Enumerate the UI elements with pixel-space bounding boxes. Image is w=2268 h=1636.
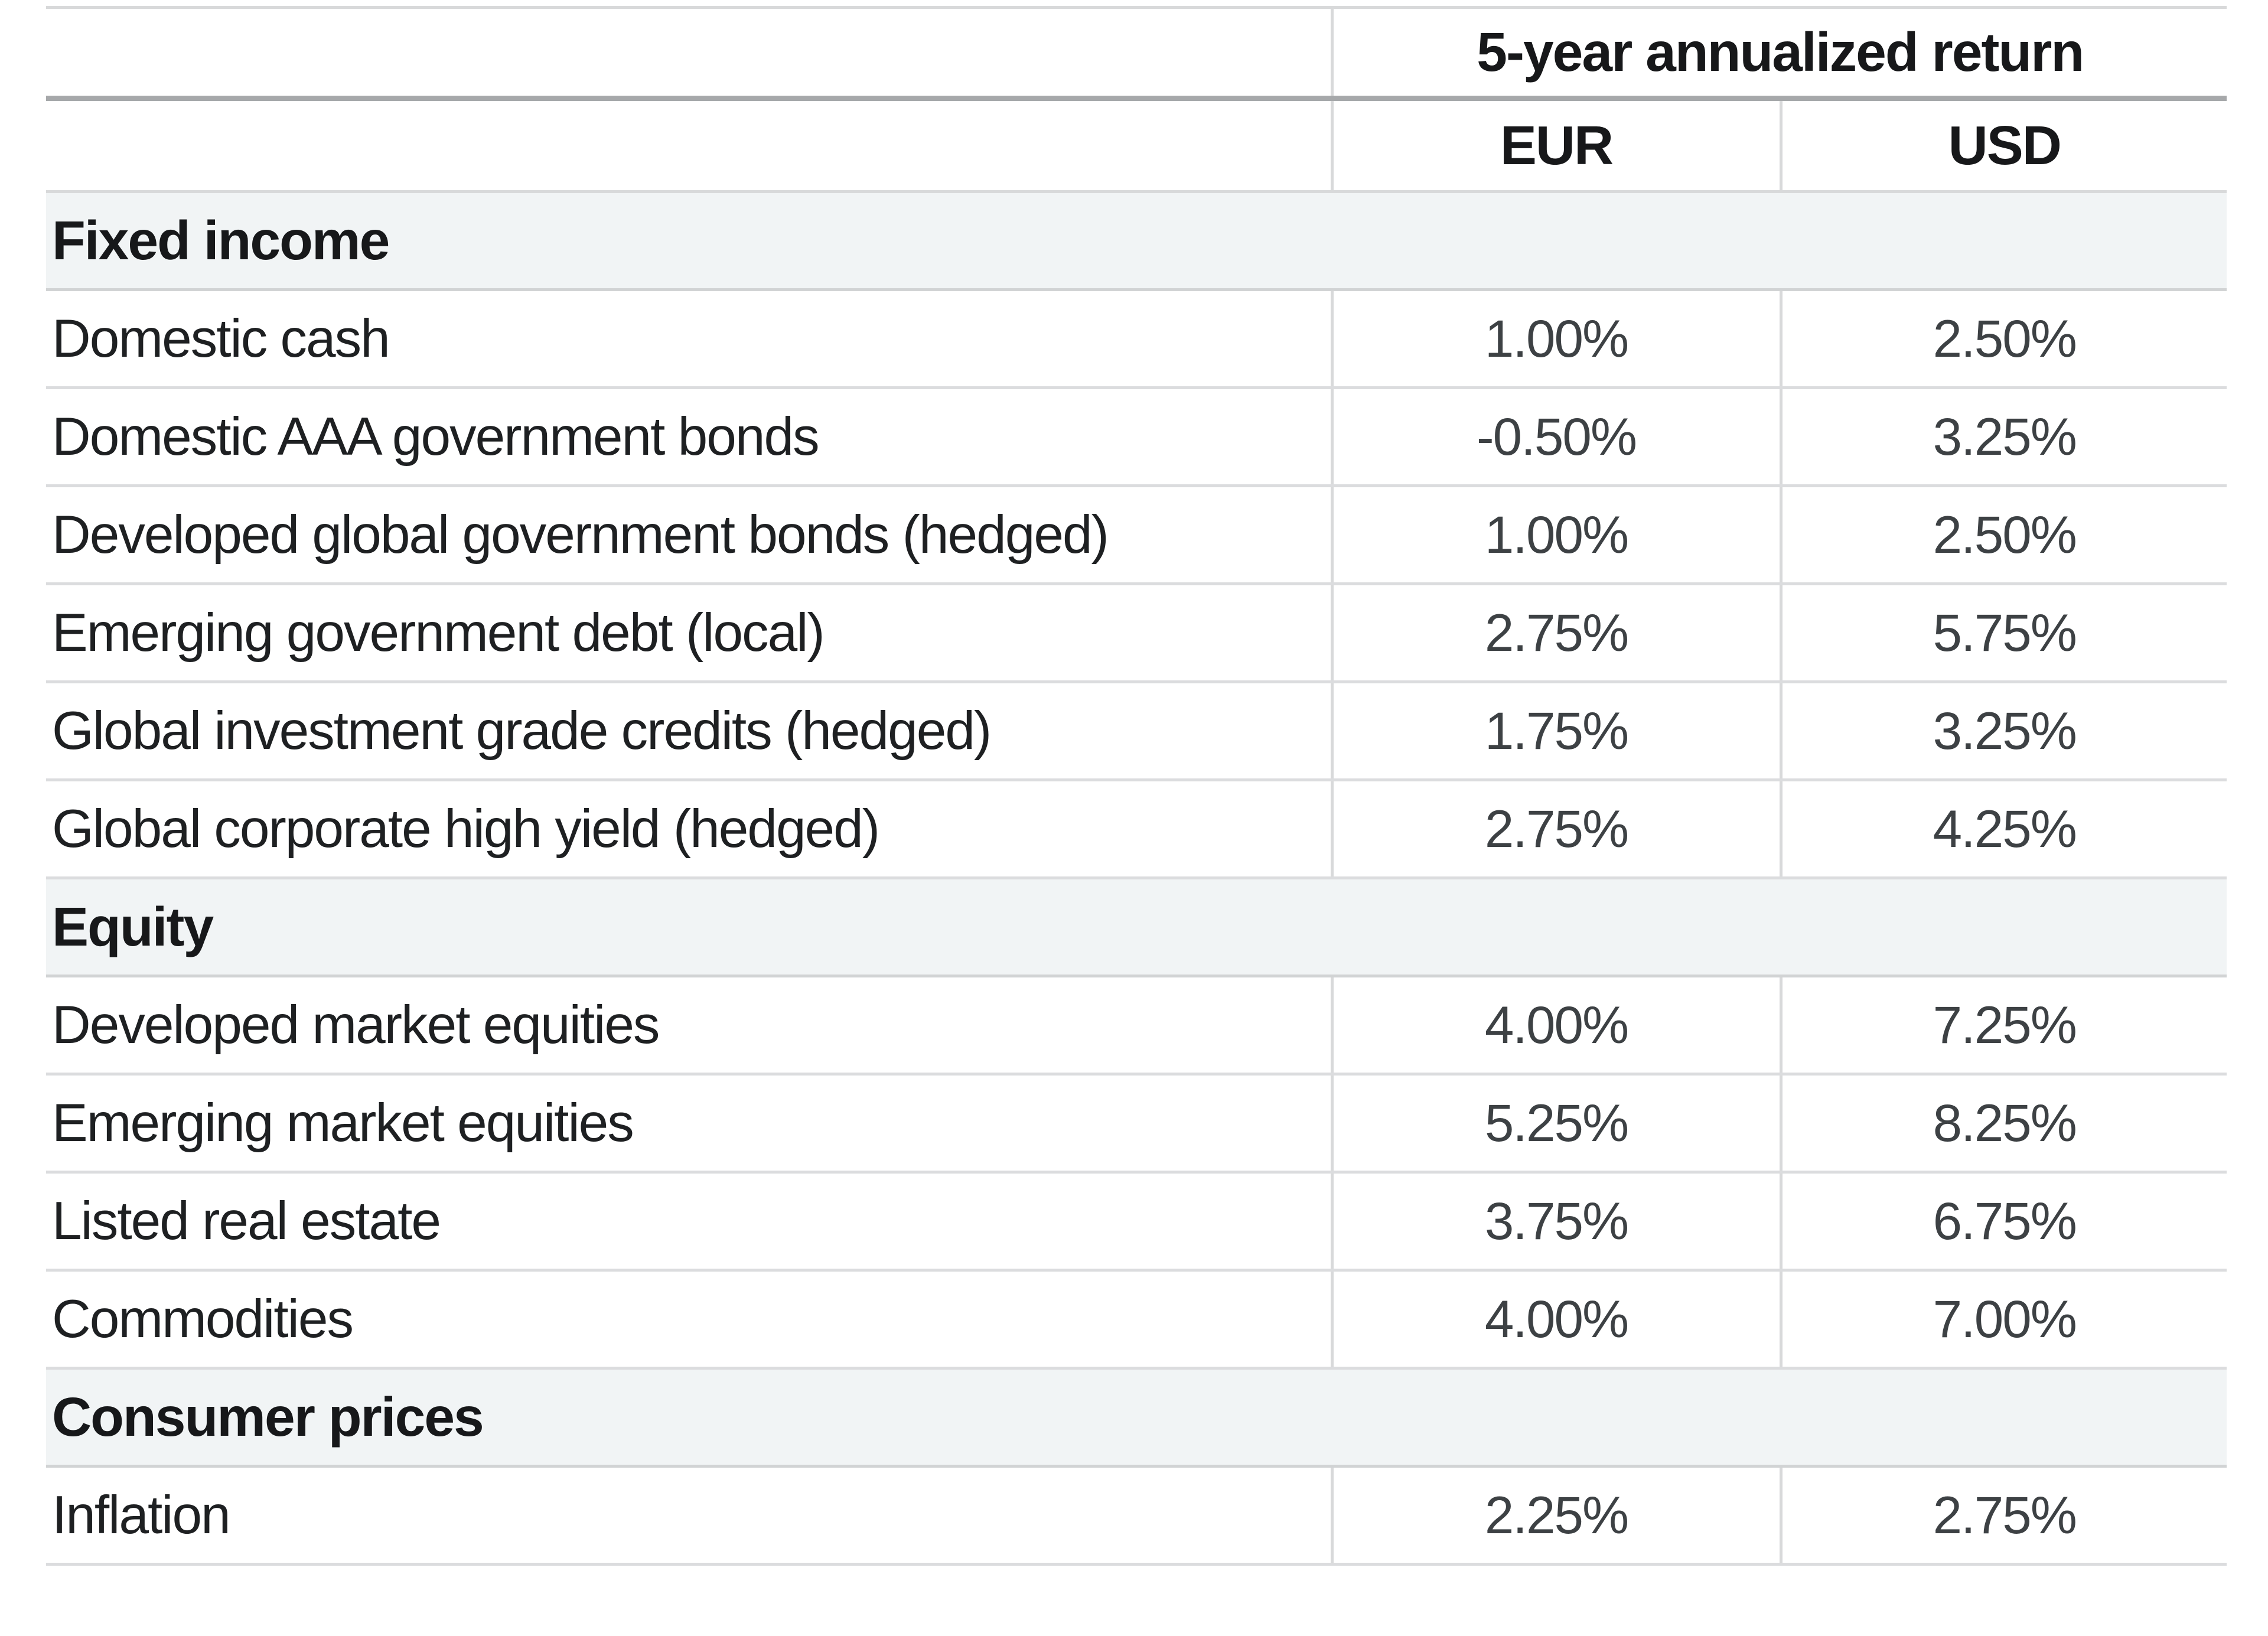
eur-value-cell: 1.00% <box>1330 289 1781 389</box>
title-row-empty-cell <box>46 6 1332 101</box>
row-label: Emerging government debt (local) <box>46 584 1332 683</box>
table-row: Emerging market equities 5.25% 8.25% <box>46 1074 2227 1174</box>
section-header-row-fixed-income: Fixed income <box>46 190 2227 291</box>
table-row: Developed market equities 4.00% 7.25% <box>46 976 2227 1076</box>
usd-value-cell: 2.50% <box>1779 289 2227 389</box>
usd-value-cell: 2.75% <box>1779 1466 2227 1566</box>
eur-value-cell: -0.50% <box>1330 387 1781 487</box>
five-year-returns-table: 5-year annualized return EUR USD Fixed i… <box>46 6 2227 1566</box>
column-header-eur: EUR <box>1330 98 1781 193</box>
column-header-empty-cell <box>46 98 1332 193</box>
column-header-usd: USD <box>1779 98 2227 193</box>
eur-value-cell: 4.00% <box>1330 976 1781 1076</box>
column-header-row: EUR USD <box>46 98 2227 193</box>
table-row: Inflation 2.25% 2.75% <box>46 1466 2227 1566</box>
row-label: Domestic AAA government bonds <box>46 387 1332 487</box>
table-row: Global investment grade credits (hedged)… <box>46 682 2227 781</box>
table-row: Global corporate high yield (hedged) 2.7… <box>46 780 2227 879</box>
usd-value-cell: 6.75% <box>1779 1172 2227 1272</box>
usd-value-cell: 7.25% <box>1779 976 2227 1076</box>
usd-value-cell: 4.25% <box>1779 780 2227 879</box>
section-header-label: Consumer prices <box>46 1367 2227 1468</box>
section-header-label: Equity <box>46 876 2227 977</box>
eur-value-cell: 1.75% <box>1330 682 1781 781</box>
usd-value-cell: 2.50% <box>1779 485 2227 585</box>
eur-value-cell: 1.00% <box>1330 485 1781 585</box>
usd-value-cell: 7.00% <box>1779 1270 2227 1370</box>
table-row: Domestic AAA government bonds -0.50% 3.2… <box>46 387 2227 487</box>
section-header-row-equity: Equity <box>46 876 2227 977</box>
table-row: Developed global government bonds (hedge… <box>46 485 2227 585</box>
table-title: 5-year annualized return <box>1330 6 2227 101</box>
table-row: Emerging government debt (local) 2.75% 5… <box>46 584 2227 683</box>
row-label: Inflation <box>46 1466 1332 1566</box>
eur-value-cell: 2.75% <box>1330 584 1781 683</box>
eur-value-cell: 3.75% <box>1330 1172 1781 1272</box>
row-label: Global corporate high yield (hedged) <box>46 780 1332 879</box>
section-header-label: Fixed income <box>46 190 2227 291</box>
usd-value-cell: 3.25% <box>1779 682 2227 781</box>
row-label: Developed global government bonds (hedge… <box>46 485 1332 585</box>
row-label: Global investment grade credits (hedged) <box>46 682 1332 781</box>
row-label: Developed market equities <box>46 976 1332 1076</box>
table-title-row: 5-year annualized return <box>46 6 2227 101</box>
eur-value-cell: 5.25% <box>1330 1074 1781 1174</box>
eur-value-cell: 4.00% <box>1330 1270 1781 1370</box>
table-row: Listed real estate 3.75% 6.75% <box>46 1172 2227 1272</box>
eur-value-cell: 2.25% <box>1330 1466 1781 1566</box>
usd-value-cell: 8.25% <box>1779 1074 2227 1174</box>
row-label: Domestic cash <box>46 289 1332 389</box>
table-row: Commodities 4.00% 7.00% <box>46 1270 2227 1370</box>
usd-value-cell: 5.75% <box>1779 584 2227 683</box>
row-label: Listed real estate <box>46 1172 1332 1272</box>
eur-value-cell: 2.75% <box>1330 780 1781 879</box>
row-label: Emerging market equities <box>46 1074 1332 1174</box>
row-label: Commodities <box>46 1270 1332 1370</box>
returns-table: 5-year annualized return EUR USD Fixed i… <box>46 6 2227 1566</box>
table-row: Domestic cash 1.00% 2.50% <box>46 289 2227 389</box>
usd-value-cell: 3.25% <box>1779 387 2227 487</box>
section-header-row-consumer-prices: Consumer prices <box>46 1367 2227 1468</box>
